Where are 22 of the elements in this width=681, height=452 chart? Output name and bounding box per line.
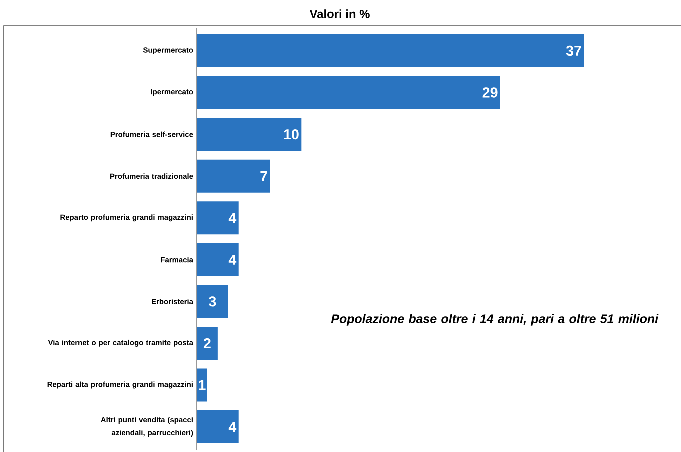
bar bbox=[197, 285, 228, 318]
data-label: 4 bbox=[228, 422, 237, 432]
chart-title: Valori in % bbox=[310, 10, 370, 18]
data-label: 10 bbox=[284, 129, 299, 140]
data-label: 4 bbox=[228, 213, 237, 224]
data-label: 3 bbox=[209, 296, 216, 307]
data-label: 2 bbox=[204, 338, 211, 348]
bar bbox=[197, 202, 239, 235]
bar bbox=[197, 410, 239, 444]
bar bbox=[197, 76, 500, 110]
data-label: 1 bbox=[199, 380, 206, 390]
bar bbox=[197, 326, 218, 360]
data-label: 4 bbox=[228, 254, 237, 265]
bar bbox=[197, 243, 239, 276]
data-label: 29 bbox=[482, 88, 498, 98]
bar bbox=[197, 368, 208, 402]
data-label: 7 bbox=[260, 171, 268, 182]
data-label: 37 bbox=[566, 46, 582, 56]
annotation: Popolazione base oltre i 14 anni, pari a oltre 51 milioni bbox=[331, 314, 659, 326]
bar bbox=[197, 160, 270, 193]
bar bbox=[197, 34, 584, 68]
bar bbox=[197, 118, 302, 152]
